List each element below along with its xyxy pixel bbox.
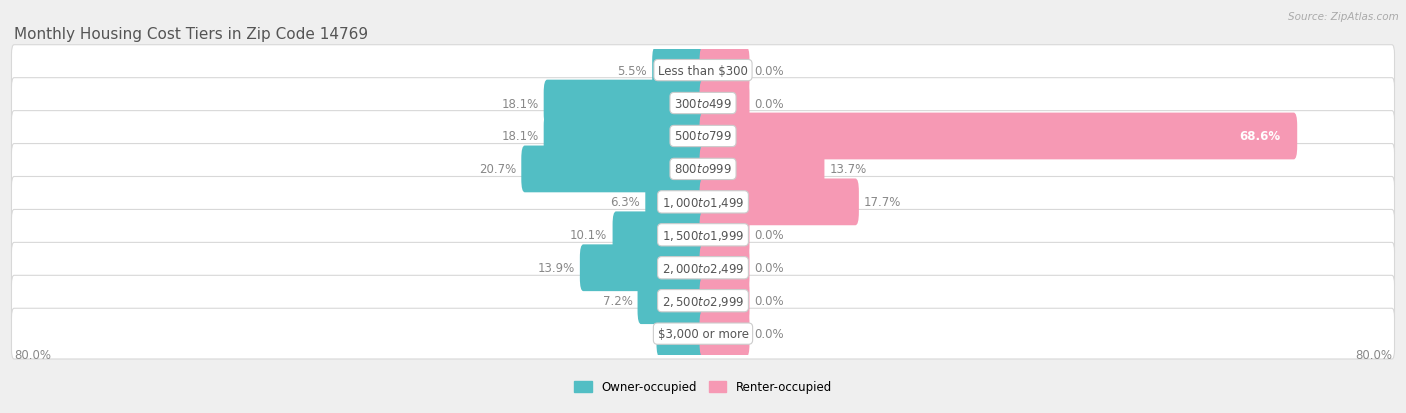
Text: 17.7%: 17.7% [865, 196, 901, 209]
FancyBboxPatch shape [700, 179, 859, 225]
Text: 0.0%: 0.0% [755, 328, 785, 340]
Text: 80.0%: 80.0% [14, 348, 51, 361]
Text: 10.1%: 10.1% [571, 229, 607, 242]
FancyBboxPatch shape [11, 309, 1395, 359]
FancyBboxPatch shape [700, 212, 749, 259]
Text: 18.1%: 18.1% [502, 97, 538, 110]
Text: 18.1%: 18.1% [502, 130, 538, 143]
FancyBboxPatch shape [700, 81, 749, 127]
Text: 13.7%: 13.7% [830, 163, 868, 176]
FancyBboxPatch shape [11, 112, 1395, 162]
Text: 7.2%: 7.2% [603, 294, 633, 307]
FancyBboxPatch shape [11, 144, 1395, 195]
Text: $300 to $499: $300 to $499 [673, 97, 733, 110]
FancyBboxPatch shape [700, 278, 749, 324]
Text: 0.0%: 0.0% [755, 64, 785, 77]
Text: $500 to $799: $500 to $799 [673, 130, 733, 143]
Text: $2,500 to $2,999: $2,500 to $2,999 [662, 294, 744, 308]
FancyBboxPatch shape [544, 81, 706, 127]
FancyBboxPatch shape [700, 113, 1298, 160]
Text: 0.0%: 0.0% [755, 229, 785, 242]
Text: $3,000 or more: $3,000 or more [658, 328, 748, 340]
Text: $1,500 to $1,999: $1,500 to $1,999 [662, 228, 744, 242]
FancyBboxPatch shape [579, 245, 706, 292]
FancyBboxPatch shape [544, 113, 706, 160]
Text: $800 to $999: $800 to $999 [673, 163, 733, 176]
Text: Less than $300: Less than $300 [658, 64, 748, 77]
FancyBboxPatch shape [11, 210, 1395, 261]
Text: 80.0%: 80.0% [1355, 348, 1392, 361]
Text: 13.9%: 13.9% [537, 261, 575, 275]
Text: $1,000 to $1,499: $1,000 to $1,499 [662, 195, 744, 209]
FancyBboxPatch shape [11, 45, 1395, 96]
Text: 6.3%: 6.3% [610, 196, 640, 209]
FancyBboxPatch shape [613, 212, 706, 259]
Legend: Owner-occupied, Renter-occupied: Owner-occupied, Renter-occupied [569, 376, 837, 398]
Text: 0.0%: 0.0% [755, 261, 785, 275]
FancyBboxPatch shape [11, 275, 1395, 326]
FancyBboxPatch shape [645, 179, 706, 225]
Text: 0.0%: 0.0% [755, 294, 785, 307]
Text: 0.0%: 0.0% [755, 97, 785, 110]
FancyBboxPatch shape [11, 177, 1395, 228]
FancyBboxPatch shape [522, 146, 706, 193]
Text: 5.5%: 5.5% [617, 64, 647, 77]
Text: Source: ZipAtlas.com: Source: ZipAtlas.com [1288, 12, 1399, 22]
Text: 20.7%: 20.7% [479, 163, 516, 176]
FancyBboxPatch shape [657, 311, 706, 357]
Text: Monthly Housing Cost Tiers in Zip Code 14769: Monthly Housing Cost Tiers in Zip Code 1… [14, 26, 368, 41]
FancyBboxPatch shape [700, 311, 749, 357]
FancyBboxPatch shape [11, 78, 1395, 129]
Text: 68.6%: 68.6% [1240, 130, 1281, 143]
FancyBboxPatch shape [700, 245, 749, 292]
Text: $2,000 to $2,499: $2,000 to $2,499 [662, 261, 744, 275]
FancyBboxPatch shape [11, 243, 1395, 293]
FancyBboxPatch shape [700, 146, 824, 193]
FancyBboxPatch shape [652, 47, 706, 94]
FancyBboxPatch shape [700, 47, 749, 94]
FancyBboxPatch shape [637, 278, 706, 324]
Text: 0.0%: 0.0% [665, 328, 695, 340]
